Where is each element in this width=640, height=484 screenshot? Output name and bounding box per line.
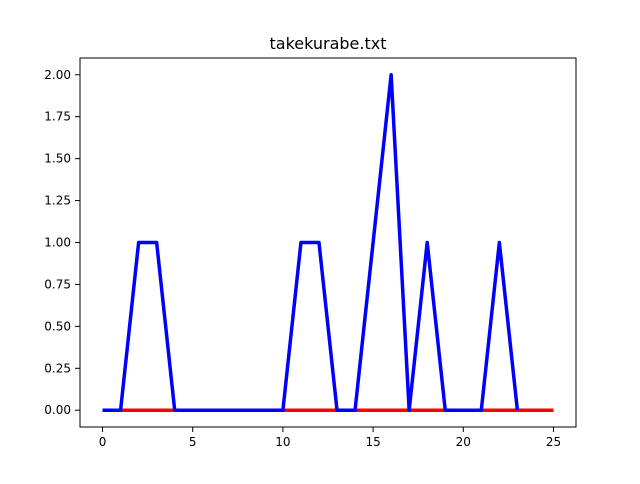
series-line-2 [102,73,520,412]
x-axis: 0 5 10 15 20 25 [99,427,561,449]
y-tick-label: 1.00 [44,236,71,250]
y-tick-label: 2.00 [44,68,71,82]
y-tick-label: 1.50 [44,152,71,166]
y-tick-label: 0.00 [44,403,71,417]
y-tick-label: 1.25 [44,194,71,208]
x-tick-label: 10 [275,435,290,449]
y-tick-label: 1.75 [44,110,71,124]
x-tick-label: 20 [456,435,471,449]
x-tick-label: 25 [546,435,561,449]
x-tick-label: 15 [365,435,380,449]
x-tick-label: 5 [189,435,197,449]
y-tick-label: 0.75 [44,277,71,291]
x-tick-label: 0 [99,435,107,449]
y-axis: 0.00 0.25 0.50 0.75 1.00 1.25 1.50 1.75 2.00 [44,68,80,417]
series-layer [102,73,554,412]
chart-title: takekurabe.txt [269,34,386,53]
y-tick-label: 0.50 [44,319,71,333]
y-tick-label: 0.25 [44,361,71,375]
plot-frame [79,57,577,428]
